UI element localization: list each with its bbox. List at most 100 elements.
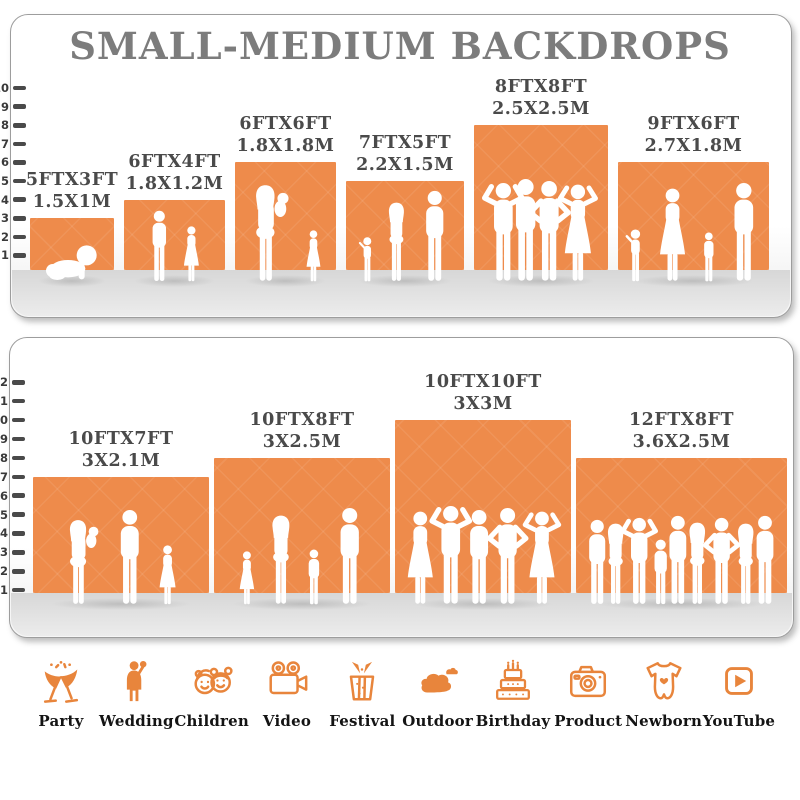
person-womand2-silhouette — [525, 512, 559, 604]
category-label: Newborn — [625, 712, 703, 730]
ruler-number: 10 — [0, 413, 8, 427]
size-feet: 10FTX10FT — [424, 372, 542, 392]
people-silhouettes — [69, 509, 176, 605]
person-man-silhouette — [470, 509, 489, 604]
person-woman-silhouette — [738, 523, 754, 604]
ruler-tick — [13, 123, 26, 128]
backdrop-size-bar — [124, 200, 225, 270]
category-party: Party — [24, 658, 98, 730]
figure-shadow — [633, 275, 754, 287]
ruler-tick — [13, 85, 26, 91]
person-man-silhouette — [734, 183, 754, 281]
ruler-tick — [13, 160, 26, 165]
ruler-tick — [12, 455, 25, 461]
ruler-tick — [12, 398, 25, 404]
person-man-silhouette — [669, 515, 687, 604]
ruler-number: 5 — [0, 507, 8, 522]
ruler-tick — [13, 234, 26, 240]
person-womand2-silhouette — [560, 185, 595, 281]
size-meters: 3X3M — [453, 393, 513, 414]
figure-shadow — [487, 275, 595, 287]
size-label: 10FTX10FT 3X3M — [393, 372, 573, 416]
person-man2-silhouette — [432, 506, 469, 604]
person-child-silhouette — [654, 539, 667, 605]
person-child-silhouette — [152, 210, 167, 282]
ruler-number: 1 — [0, 248, 9, 263]
person-woman-silhouette — [388, 202, 404, 281]
ruler-number: 8 — [0, 450, 8, 465]
ruler-number: 9 — [0, 99, 9, 114]
floor-area — [12, 270, 790, 316]
person-child-silhouette — [308, 549, 320, 605]
ruler-tick — [12, 417, 25, 423]
person-man2-silhouette — [485, 183, 522, 281]
person-woman-silhouette — [272, 515, 290, 604]
ruler-tick — [13, 104, 26, 109]
ruler-tick — [12, 436, 25, 442]
people-silhouettes — [625, 183, 754, 282]
product-icon — [570, 665, 607, 698]
category-newborn: Newborn — [625, 658, 703, 730]
category-label: Wedding — [99, 712, 174, 730]
person-man-silhouette — [340, 507, 359, 604]
ruler-tick — [12, 512, 25, 517]
people-silhouettes — [46, 245, 97, 280]
people-silhouettes — [358, 190, 444, 282]
ruler-number: 2 — [0, 229, 9, 244]
category-label: Product — [554, 712, 623, 730]
person-womand-silhouette — [660, 188, 686, 281]
category-product: Product — [551, 658, 625, 730]
category-label: Party — [38, 712, 84, 730]
ruler-number: 7 — [0, 136, 9, 151]
ruler-tick — [12, 550, 25, 555]
outdoor-icon — [421, 667, 458, 693]
ruler-number: 3 — [0, 211, 9, 226]
person-womand-silhouette — [407, 511, 433, 604]
person-womanbaby-silhouette — [69, 520, 99, 604]
ruler-number: 11 — [0, 394, 8, 409]
wedding-icon — [127, 660, 147, 702]
youtube-icon — [725, 667, 753, 695]
category-label: Birthday — [475, 712, 551, 730]
ruler-number: 2 — [0, 564, 8, 579]
category-label: Children — [174, 712, 249, 730]
person-man3-silhouette — [705, 518, 738, 604]
category-outdoor: Outdoor — [401, 658, 475, 730]
ruler-number: 8 — [0, 118, 9, 133]
category-label: Outdoor — [402, 712, 473, 730]
person-baby-silhouette — [46, 245, 97, 280]
size-feet: 12FTX8FT — [628, 410, 734, 430]
person-man-silhouette — [589, 519, 606, 604]
ruler-number: 1 — [0, 583, 8, 598]
ruler-number: 10 — [0, 81, 9, 95]
size-feet: 8FTX8FT — [494, 77, 588, 97]
category-label: Festival — [329, 712, 396, 730]
ruler-number: 6 — [0, 488, 8, 503]
people-silhouettes — [239, 507, 359, 605]
backdrop-size-bar — [474, 125, 608, 270]
people-silhouettes — [407, 435, 571, 605]
person-girl-silhouette — [159, 545, 176, 605]
category-video: Video — [250, 658, 324, 730]
ruler-number: 12 — [0, 375, 8, 390]
video-icon — [269, 661, 308, 695]
people-silhouettes — [256, 185, 321, 282]
backdrops-panel-2: 12345678910111210FTX7FT3X2.1M10FTX8FT3X2… — [0, 337, 794, 638]
person-man2-silhouette — [623, 518, 656, 604]
ruler-tick — [13, 141, 26, 147]
category-children: Children — [174, 658, 249, 730]
ruler-tick — [12, 587, 25, 593]
person-womanbaby-silhouette — [256, 185, 289, 281]
person-man-silhouette — [120, 509, 139, 604]
ruler-tick — [13, 178, 26, 184]
category-label: Video — [262, 712, 312, 730]
backdrop-size-bar — [235, 162, 336, 270]
ruler-number: 7 — [0, 469, 8, 484]
ruler-tick — [13, 197, 26, 202]
person-child-silhouette — [704, 232, 714, 282]
category-festival: Festival — [325, 658, 399, 730]
ruler-tick — [12, 493, 25, 498]
ruler-number: 5 — [0, 174, 9, 188]
ruler-number: 9 — [0, 431, 8, 446]
category-birthday: Birthday — [476, 658, 550, 730]
